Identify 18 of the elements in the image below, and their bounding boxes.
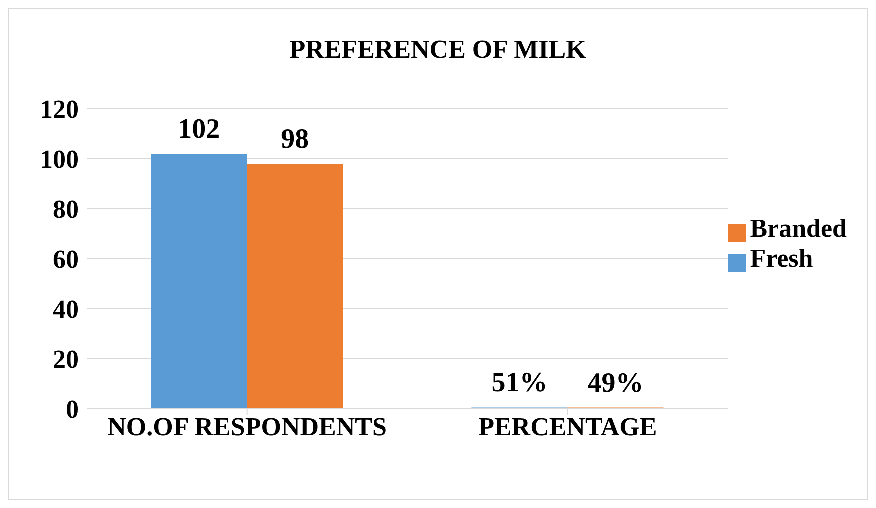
data-label: 49% [588,368,644,399]
legend-label: Branded [750,214,847,243]
data-label: 102 [178,114,220,145]
bar [151,154,248,409]
data-label: 98 [281,124,310,155]
x-tick-label: PERCENTAGE [478,412,658,442]
y-tick-label: 0 [66,395,79,424]
data-label: 51% [492,368,548,399]
chart-title: PREFERENCE OF MILK [288,35,588,65]
y-tick-label: 120 [40,95,79,124]
y-tick-label: 20 [53,345,79,374]
y-tick-label: 100 [40,145,79,174]
legend-label: Fresh [750,244,814,273]
x-tick-label: NO.OF RESPONDENTS [108,412,387,442]
y-tick-label: 80 [53,195,79,224]
y-tick-label: 40 [53,295,79,324]
bar [247,164,344,409]
y-tick-label: 60 [53,245,79,274]
